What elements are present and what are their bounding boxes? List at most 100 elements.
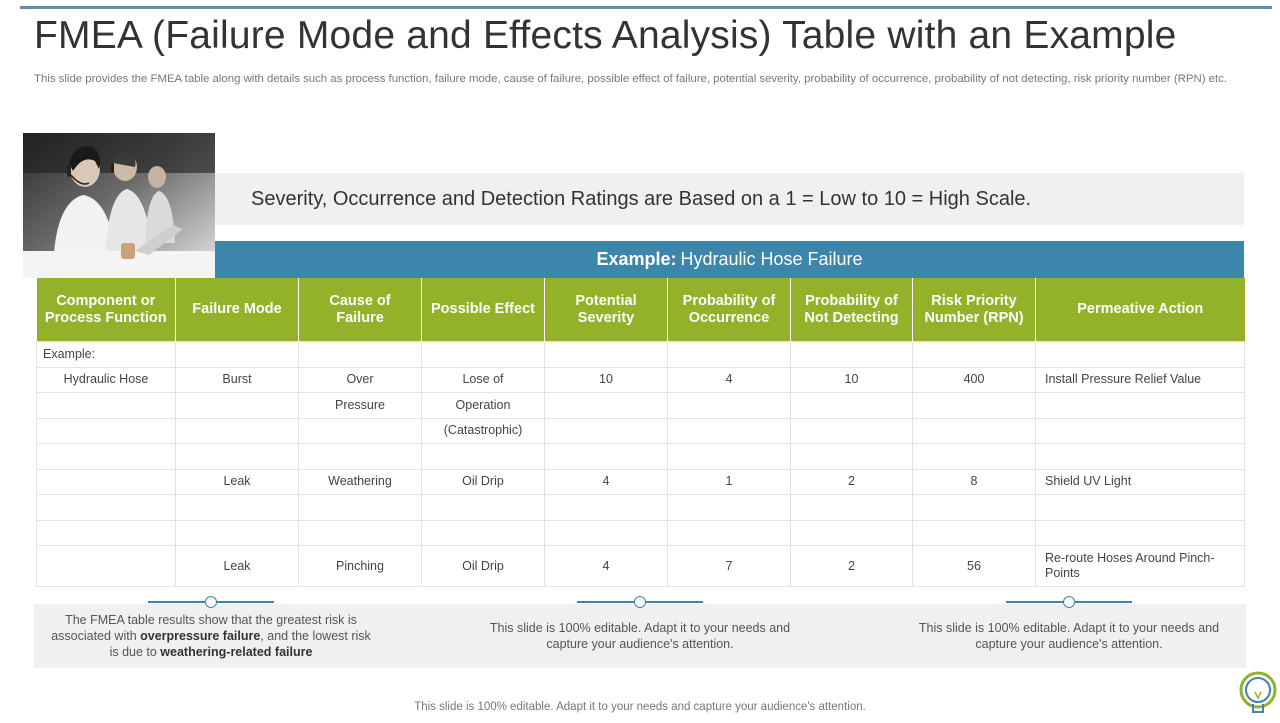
table-cell: Oil Drip — [421, 468, 545, 495]
table-cell — [912, 341, 1036, 368]
table-row: Pressure Operation — [36, 392, 1245, 419]
table-cell — [36, 494, 176, 521]
table-cell — [298, 519, 422, 546]
table-cell: (Catastrophic) — [421, 417, 545, 444]
table-row — [36, 494, 1245, 521]
table-cell — [298, 417, 422, 444]
table-cell — [1035, 341, 1245, 368]
table-cell — [544, 494, 668, 521]
table-cell — [790, 341, 913, 368]
table-cell: Over — [298, 366, 422, 393]
header-severity: Potential Severity — [544, 278, 668, 342]
header-rpn: Risk Priority Number (RPN) — [912, 278, 1036, 342]
table-cell — [544, 341, 668, 368]
table-cell: Oil Drip — [421, 545, 545, 587]
table-cell: Pinching — [298, 545, 422, 587]
table-cell: Weathering — [298, 468, 422, 495]
connector-2 — [577, 596, 703, 610]
table-cell — [912, 494, 1036, 521]
table-cell — [1035, 519, 1245, 546]
example-title-bar: Example: Hydraulic Hose Failure — [215, 241, 1244, 278]
table-cell — [667, 392, 791, 419]
header-action: Permeative Action — [1035, 278, 1245, 342]
table-cell: 4 — [544, 468, 668, 495]
table-cell — [790, 392, 913, 419]
table-row — [36, 519, 1245, 546]
table-cell — [36, 468, 176, 495]
connector-dot — [634, 596, 646, 608]
connector-3 — [1006, 596, 1132, 610]
lightbulb-icon — [1238, 670, 1278, 723]
table-cell — [544, 392, 668, 419]
table-cell — [36, 417, 176, 444]
table-cell: Operation — [421, 392, 545, 419]
table-cell: 1 — [667, 468, 791, 495]
example-value: Hydraulic Hose Failure — [680, 249, 863, 269]
summary-box-editable-2: This slide is 100% editable. Adapt it to… — [918, 621, 1220, 651]
table-cell — [298, 494, 422, 521]
top-rule — [20, 6, 1272, 9]
table-cell: 10 — [790, 366, 913, 393]
table-cell — [544, 443, 668, 470]
table-row: Leak Weathering Oil Drip 4 1 2 8 Shield … — [36, 468, 1245, 495]
table-cell — [912, 417, 1036, 444]
table-cell — [790, 519, 913, 546]
table-cell: Example: — [36, 341, 176, 368]
table-cell: Leak — [175, 545, 299, 587]
table-cell — [1035, 392, 1245, 419]
footer-note: This slide is 100% editable. Adapt it to… — [414, 701, 866, 713]
header-failure-mode: Failure Mode — [175, 278, 299, 342]
page-title: FMEA (Failure Mode and Effects Analysis)… — [34, 14, 1177, 57]
table-cell: Hydraulic Hose — [36, 366, 176, 393]
table-cell — [175, 519, 299, 546]
table-row: Hydraulic Hose Burst Over Lose of 10 4 1… — [36, 366, 1245, 393]
table-cell: 7 — [667, 545, 791, 587]
table-cell — [790, 417, 913, 444]
table-cell — [421, 494, 545, 521]
table-row — [36, 443, 1245, 470]
table-cell: 4 — [544, 545, 668, 587]
summary-band — [34, 604, 1246, 668]
table-cell: 2 — [790, 468, 913, 495]
table-cell: 400 — [912, 366, 1036, 393]
table-cell: 56 — [912, 545, 1036, 587]
header-occurrence: Probability of Occurrence — [667, 278, 791, 342]
table-cell — [298, 443, 422, 470]
table-cell: Shield UV Light — [1035, 468, 1245, 495]
table-cell: 2 — [790, 545, 913, 587]
summary-text: , and the lowest risk is due to — [109, 629, 371, 659]
table-cell — [790, 494, 913, 521]
table-cell: Lose of — [421, 366, 545, 393]
rating-scale-banner: Severity, Occurrence and Detection Ratin… — [215, 173, 1244, 225]
table-cell — [912, 392, 1036, 419]
table-cell: 8 — [912, 468, 1036, 495]
table-cell — [175, 392, 299, 419]
table-cell — [667, 519, 791, 546]
table-row: Example: — [36, 341, 1245, 368]
table-cell — [667, 341, 791, 368]
table-cell — [36, 545, 176, 587]
page-subtitle: This slide provides the FMEA table along… — [34, 73, 1228, 85]
table-cell: Re-route Hoses Around Pinch-Points — [1035, 545, 1245, 587]
table-header-row: Component or Process Function Failure Mo… — [36, 278, 1245, 342]
table-cell: Burst — [175, 366, 299, 393]
header-effect: Possible Effect — [421, 278, 545, 342]
table-cell — [667, 417, 791, 444]
table-cell — [544, 417, 668, 444]
table-cell: Leak — [175, 468, 299, 495]
table-cell — [544, 519, 668, 546]
table-cell — [36, 443, 176, 470]
table-cell — [1035, 443, 1245, 470]
header-component: Component or Process Function — [36, 278, 176, 342]
header-cause: Cause of Failure — [298, 278, 422, 342]
table-cell: Pressure — [298, 392, 422, 419]
table-row: (Catastrophic) — [36, 417, 1245, 444]
table-row: Leak Pinching Oil Drip 4 7 2 56 Re-route… — [36, 545, 1245, 587]
table-cell — [175, 341, 299, 368]
table-cell — [1035, 417, 1245, 444]
summary-box-result: The FMEA table results show that the gre… — [50, 612, 372, 660]
table-cell — [175, 417, 299, 444]
example-label: Example: — [596, 249, 677, 269]
table-cell — [36, 519, 176, 546]
connector-dot — [1063, 596, 1075, 608]
